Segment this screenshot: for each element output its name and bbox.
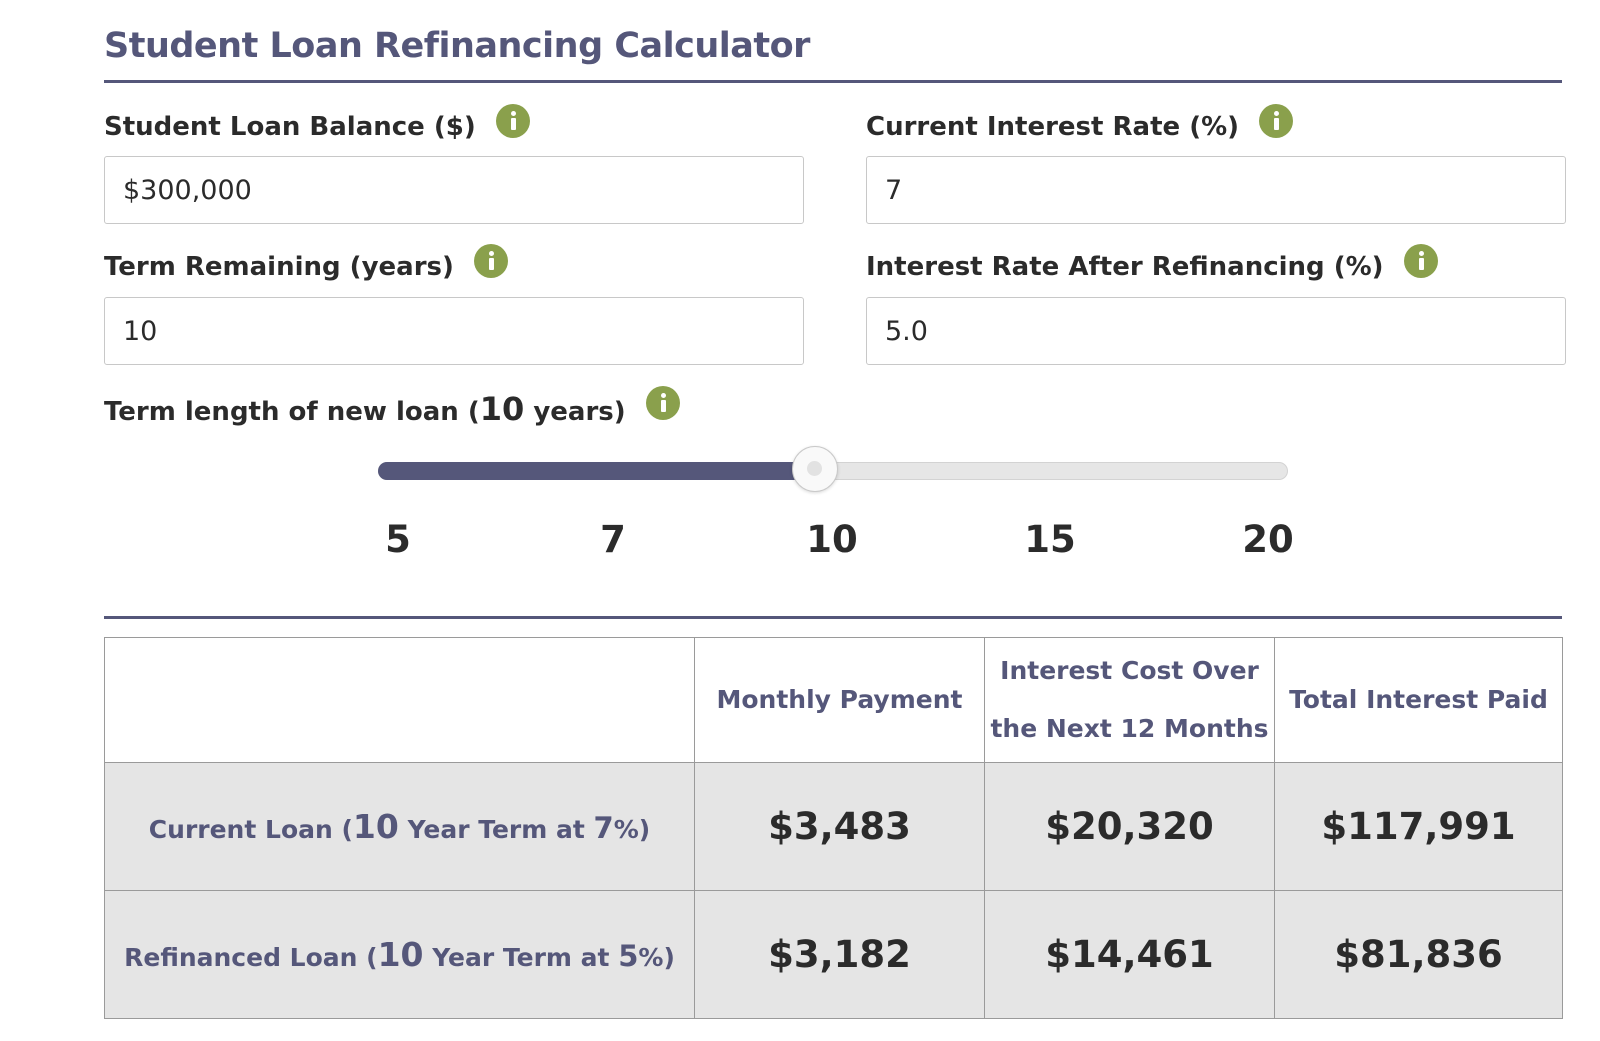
balance-input[interactable] xyxy=(104,156,804,224)
term-length-info-icon[interactable] xyxy=(645,386,680,420)
term-remaining-info-icon[interactable] xyxy=(473,244,508,278)
refi-rate-label: Interest Rate After Refinancing (%) xyxy=(866,244,1438,284)
balance-label: Student Loan Balance ($) xyxy=(104,104,530,144)
header-empty xyxy=(104,637,695,763)
term-slider-fill xyxy=(378,462,815,480)
balance-info-icon[interactable] xyxy=(495,104,530,138)
row-label-term: 10 xyxy=(352,807,399,846)
term-length-label: Term length of new loan (10 years) xyxy=(104,386,680,428)
row-label-suffix: %) xyxy=(638,943,675,972)
row-label-rate: 5 xyxy=(618,939,639,973)
refi-rate-label-text: Interest Rate After Refinancing (%) xyxy=(866,252,1384,282)
row-label-middle: Year Term at xyxy=(398,815,594,844)
title-divider xyxy=(104,80,1562,83)
table-row: Refinanced Loan (10 Year Term at 5%) $3,… xyxy=(104,890,1563,1019)
header-total-interest: Total Interest Paid xyxy=(1274,637,1563,763)
current-total-interest: $117,991 xyxy=(1274,762,1563,891)
current-monthly-payment: $3,483 xyxy=(694,762,985,891)
term-remaining-input[interactable] xyxy=(104,297,804,365)
slider-tick-20[interactable]: 20 xyxy=(1242,518,1294,561)
slider-tick-5[interactable]: 5 xyxy=(385,518,411,561)
row-label-middle: Year Term at xyxy=(423,943,619,972)
term-length-prefix: Term length of new loan ( xyxy=(104,397,480,427)
refi-rate-input[interactable] xyxy=(866,297,1566,365)
header-interest-12-months: Interest Cost Over the Next 12 Months xyxy=(984,637,1275,763)
term-length-suffix: years) xyxy=(524,397,626,427)
row-label-prefix: Current Loan ( xyxy=(148,815,353,844)
current-interest-12-months: $20,320 xyxy=(984,762,1275,891)
current-rate-info-icon[interactable] xyxy=(1259,104,1294,138)
refinanced-interest-12-months: $14,461 xyxy=(984,890,1275,1019)
row-label-refinanced-loan: Refinanced Loan (10 Year Term at 5%) xyxy=(104,890,695,1019)
current-rate-label: Current Interest Rate (%) xyxy=(866,104,1294,144)
header-monthly-payment: Monthly Payment xyxy=(694,637,985,763)
term-remaining-label: Term Remaining (years) xyxy=(104,244,508,284)
row-label-term: 10 xyxy=(377,935,424,974)
term-length-label-text: Term length of new loan (10 years) xyxy=(104,390,626,428)
row-label-rate: 7 xyxy=(593,811,614,845)
balance-label-text: Student Loan Balance ($) xyxy=(104,112,476,142)
results-table: Monthly Payment Interest Cost Over the N… xyxy=(104,637,1563,1019)
results-divider xyxy=(104,616,1562,619)
table-row: Current Loan (10 Year Term at 7%) $3,483… xyxy=(104,762,1563,891)
refinanced-total-interest: $81,836 xyxy=(1274,890,1563,1019)
row-label-current-loan: Current Loan (10 Year Term at 7%) xyxy=(104,762,695,891)
row-label-suffix: %) xyxy=(613,815,651,844)
refinanced-monthly-payment: $3,182 xyxy=(694,890,985,1019)
current-rate-input[interactable] xyxy=(866,156,1566,224)
page-title: Student Loan Refinancing Calculator xyxy=(104,26,810,66)
term-remaining-label-text: Term Remaining (years) xyxy=(104,252,454,282)
table-header-row: Monthly Payment Interest Cost Over the N… xyxy=(104,637,1563,763)
term-length-value: 10 xyxy=(479,390,525,428)
slider-tick-15[interactable]: 15 xyxy=(1024,518,1076,561)
slider-tick-10[interactable]: 10 xyxy=(806,518,858,561)
slider-tick-7[interactable]: 7 xyxy=(600,518,626,561)
current-rate-label-text: Current Interest Rate (%) xyxy=(866,112,1240,142)
term-slider-handle[interactable] xyxy=(791,446,838,492)
row-label-prefix: Refinanced Loan ( xyxy=(124,943,378,972)
refi-rate-info-icon[interactable] xyxy=(1403,244,1438,278)
